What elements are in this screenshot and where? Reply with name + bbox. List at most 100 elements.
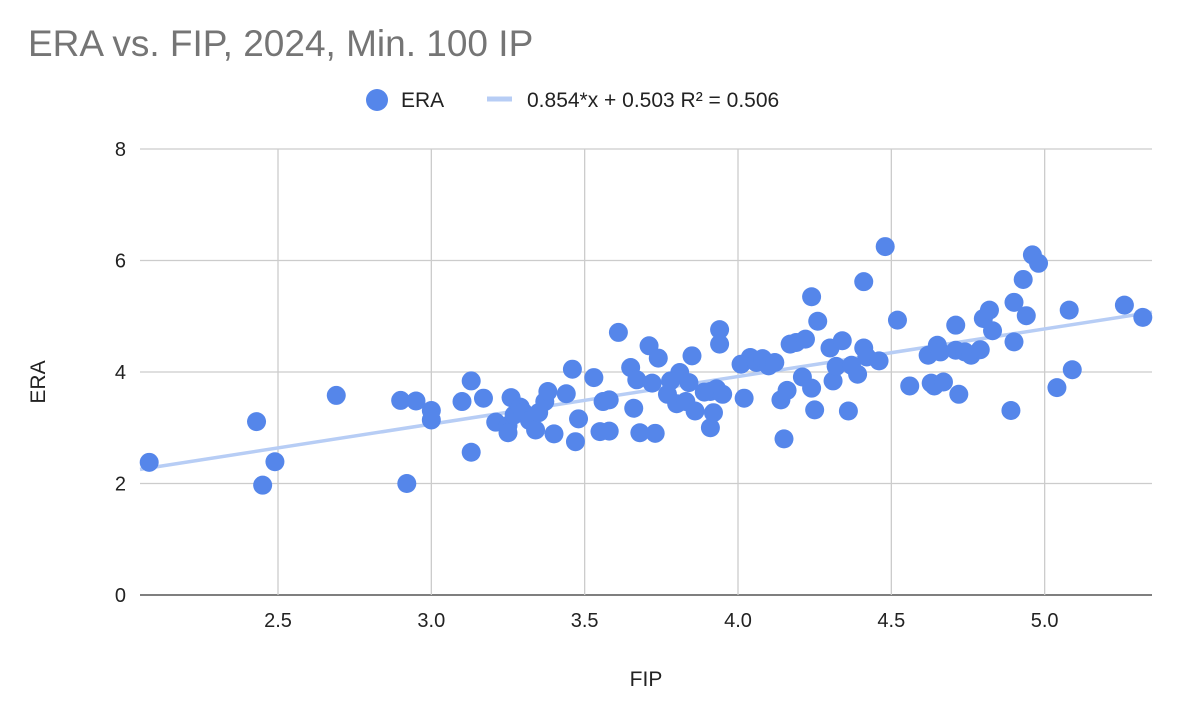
trendline: [139, 310, 1153, 472]
era-point: [979, 300, 999, 320]
era-point: [562, 359, 582, 379]
era-point: [710, 334, 730, 354]
chart-title: ERA vs. FIP, 2024, Min. 100 IP: [28, 23, 533, 64]
era-point: [397, 474, 417, 493]
era-point: [569, 409, 589, 429]
era-point: [848, 364, 868, 384]
y-axis-label: ERA: [27, 360, 50, 403]
era-point: [774, 429, 794, 449]
era-point: [682, 346, 702, 366]
legend-era-label: ERA: [401, 89, 444, 112]
era-point: [679, 373, 699, 393]
era-points: [139, 237, 1153, 495]
era-point: [734, 388, 754, 408]
era-point: [838, 401, 858, 421]
era-point: [713, 384, 733, 404]
era-point: [627, 370, 647, 390]
era-point: [933, 372, 953, 392]
era-point: [406, 391, 426, 411]
era-point: [795, 329, 815, 349]
era-point: [630, 423, 650, 443]
era-point: [608, 322, 628, 342]
era-point: [565, 432, 585, 452]
era-point: [802, 378, 822, 398]
era-point: [1029, 253, 1049, 273]
era-point: [421, 410, 441, 430]
era-point: [808, 311, 828, 331]
legend-trendline-label: 0.854*x + 0.503 R² = 0.506: [527, 89, 779, 112]
era-point: [832, 331, 852, 351]
era-point: [1047, 378, 1067, 398]
era-point: [253, 475, 273, 495]
era-point: [869, 351, 889, 371]
era-point: [703, 403, 723, 423]
x-axis-ticks: 2.5 3.0 3.5 4.0 4.5 5.0: [264, 610, 1058, 632]
x-tick-label: 3.5: [571, 610, 599, 632]
era-point: [526, 420, 546, 440]
x-tick-label: 5.0: [1031, 610, 1059, 632]
legend-era-marker: [366, 89, 388, 111]
era-point: [1114, 295, 1134, 315]
era-point: [710, 320, 730, 340]
era-point: [452, 392, 472, 412]
era-point: [461, 442, 481, 462]
era-point: [700, 418, 720, 438]
era-point: [498, 423, 518, 443]
era-point: [1013, 269, 1033, 289]
era-point: [544, 424, 564, 444]
y-tick-label: 6: [115, 251, 126, 273]
era-point: [247, 412, 267, 432]
era-point: [624, 398, 644, 418]
era-point: [326, 385, 346, 405]
y-tick-label: 4: [115, 362, 126, 384]
trendline-line: [139, 310, 1153, 472]
era-point: [930, 342, 950, 362]
y-tick-label: 0: [115, 585, 126, 607]
era-point: [265, 452, 285, 472]
x-axis-label: FIP: [630, 668, 663, 691]
era-point: [1016, 306, 1036, 326]
era-point: [473, 388, 493, 408]
y-tick-label: 2: [115, 474, 126, 496]
era-point: [887, 310, 907, 330]
era-point: [648, 348, 668, 368]
era-point: [1004, 292, 1024, 312]
era-point: [970, 340, 990, 360]
y-tick-label: 8: [115, 139, 126, 161]
era-point: [949, 384, 969, 404]
era-point: [1062, 360, 1082, 380]
era-point: [777, 380, 797, 400]
era-point: [139, 452, 159, 472]
era-point: [391, 390, 411, 410]
era-point: [946, 315, 966, 335]
gridlines: [140, 148, 1152, 596]
era-point: [765, 353, 785, 373]
era-point: [823, 371, 843, 391]
era-point: [1004, 332, 1024, 352]
x-tick-label: 4.0: [724, 610, 752, 632]
era-point: [900, 376, 920, 396]
era-point: [1133, 307, 1153, 327]
era-point: [685, 401, 705, 421]
era-point: [854, 272, 874, 292]
era-point: [875, 237, 895, 257]
x-tick-label: 3.0: [417, 610, 445, 632]
era-point: [826, 356, 846, 376]
y-axis-ticks: 0 2 4 6 8: [115, 139, 126, 607]
legend: ERA 0.854*x + 0.503 R² = 0.506: [366, 89, 779, 112]
era-point: [599, 390, 619, 410]
era-point: [599, 421, 619, 441]
x-tick-label: 4.5: [877, 610, 905, 632]
era-point: [538, 382, 558, 402]
era-point: [805, 400, 825, 420]
x-tick-label: 2.5: [264, 610, 292, 632]
era-point: [556, 384, 576, 404]
era-point: [983, 321, 1003, 341]
era-point: [1059, 300, 1079, 320]
era-point: [584, 368, 604, 388]
era-point: [642, 373, 662, 393]
era-point: [645, 423, 665, 443]
era-point: [802, 287, 822, 307]
era-point: [461, 371, 481, 391]
